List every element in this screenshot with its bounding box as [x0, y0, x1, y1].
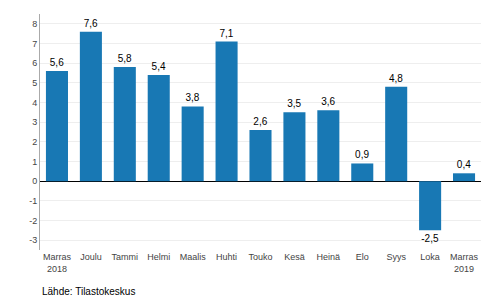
svg-text:Marras2018: Marras2018	[43, 252, 72, 274]
svg-text:-2: -2	[29, 216, 37, 226]
svg-text:7: 7	[32, 39, 37, 49]
svg-text:6: 6	[32, 58, 37, 68]
svg-text:Huhti: Huhti	[216, 252, 237, 262]
svg-text:-3: -3	[29, 235, 37, 245]
svg-text:4: 4	[32, 98, 37, 108]
svg-text:3,8: 3,8	[185, 92, 199, 103]
svg-text:3,5: 3,5	[287, 98, 301, 109]
svg-text:4,8: 4,8	[389, 73, 403, 84]
svg-text:0,4: 0,4	[457, 159, 471, 170]
svg-text:-2,5: -2,5	[421, 233, 439, 244]
svg-text:1: 1	[32, 157, 37, 167]
svg-text:5,8: 5,8	[118, 53, 132, 64]
svg-text:Joulu: Joulu	[80, 252, 102, 262]
svg-text:5,6: 5,6	[50, 57, 64, 68]
svg-text:Helmi: Helmi	[147, 252, 170, 262]
svg-text:Elo: Elo	[356, 252, 369, 262]
svg-text:-1: -1	[29, 196, 37, 206]
svg-text:Heinä: Heinä	[317, 252, 341, 262]
svg-text:7,1: 7,1	[219, 28, 233, 39]
svg-text:Kesä: Kesä	[284, 252, 305, 262]
svg-text:0,9: 0,9	[355, 149, 369, 160]
svg-text:Touko: Touko	[248, 252, 272, 262]
svg-text:Tammi: Tammi	[112, 252, 139, 262]
svg-text:3: 3	[32, 117, 37, 127]
svg-text:7,6: 7,6	[84, 18, 98, 29]
svg-text:8: 8	[32, 19, 37, 29]
svg-text:Maalis: Maalis	[180, 252, 207, 262]
svg-text:Loka: Loka	[420, 252, 440, 262]
svg-text:2: 2	[32, 137, 37, 147]
svg-text:Marras2019: Marras2019	[450, 252, 479, 274]
svg-text:3,6: 3,6	[321, 96, 335, 107]
svg-text:5: 5	[32, 78, 37, 88]
svg-text:5,4: 5,4	[152, 61, 166, 72]
svg-text:2,6: 2,6	[253, 116, 267, 127]
svg-text:Lähde: Tilastokeskus: Lähde: Tilastokeskus	[42, 286, 135, 297]
svg-text:Syys: Syys	[386, 252, 406, 262]
svg-text:0: 0	[32, 176, 37, 186]
